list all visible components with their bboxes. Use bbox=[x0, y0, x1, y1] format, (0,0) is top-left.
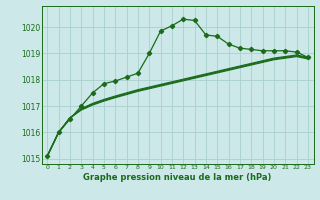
X-axis label: Graphe pression niveau de la mer (hPa): Graphe pression niveau de la mer (hPa) bbox=[84, 173, 272, 182]
